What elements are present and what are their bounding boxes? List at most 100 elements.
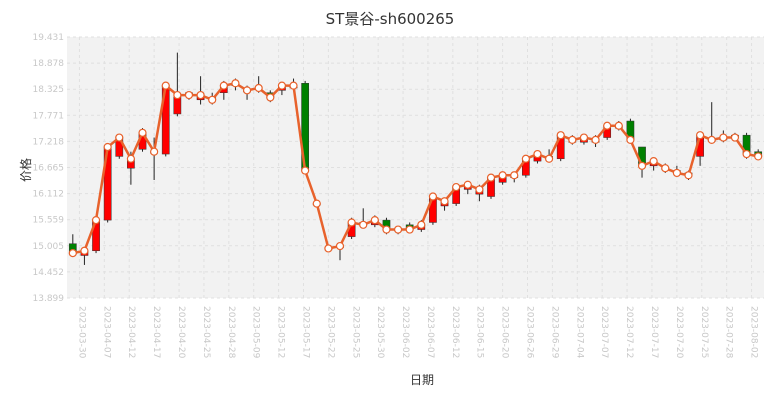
close-point	[312, 199, 321, 208]
x-tick-label: 2023-05-12	[276, 306, 286, 358]
x-tick-label: 2023-07-04	[574, 306, 584, 359]
close-point	[486, 173, 496, 182]
x-tick-label: 2023-07-07	[599, 306, 609, 358]
x-tick-label: 2023-07-12	[624, 306, 634, 358]
close-point	[405, 225, 414, 234]
x-tick-label: 2023-04-12	[126, 306, 136, 358]
close-point	[649, 157, 658, 166]
close-point	[637, 161, 647, 170]
y-axis: 19.431 18.878 18.325 17.771 17.218 16.665 16.1…	[33, 33, 65, 304]
x-tick-label: 2023-07-20	[674, 306, 684, 359]
close-point	[463, 180, 472, 189]
close-point	[370, 216, 379, 225]
close-point	[498, 171, 507, 180]
x-tick-label: 2023-04-07	[101, 306, 111, 358]
x-tick-label: 2023-04-17	[151, 306, 161, 358]
close-point	[521, 154, 530, 163]
close-point	[730, 133, 740, 142]
close-point	[544, 154, 554, 163]
close-point	[173, 90, 182, 100]
close-point	[91, 216, 101, 225]
close-point	[393, 225, 403, 234]
y-tick-label: 18.325	[33, 85, 65, 95]
close-point	[208, 95, 217, 104]
close-point	[150, 147, 159, 156]
close-point	[161, 81, 170, 90]
y-tick-label: 18.878	[33, 59, 65, 69]
x-tick-label: 2023-06-29	[549, 306, 559, 359]
x-axis-label: 日期	[410, 373, 434, 387]
close-point	[266, 93, 275, 102]
close-point	[68, 249, 77, 258]
x-tick-label: 2023-04-25	[201, 306, 211, 358]
y-tick-label: 16.665	[33, 164, 65, 174]
chart-title: ST景谷-sh600265	[326, 10, 455, 28]
y-tick-label: 16.112	[33, 190, 65, 200]
close-point	[335, 241, 345, 251]
x-tick-label: 2023-06-26	[525, 306, 535, 359]
close-point	[696, 131, 705, 140]
close-point	[754, 152, 763, 161]
x-tick-label: 2023-05-17	[300, 306, 310, 358]
close-point	[556, 131, 565, 140]
close-point	[126, 154, 135, 163]
close-point	[707, 135, 716, 144]
close-point	[231, 79, 240, 88]
close-point	[417, 220, 426, 229]
y-tick-label: 15.559	[33, 216, 65, 226]
y-tick-label: 19.431	[33, 33, 65, 43]
x-tick-label: 2023-04-20	[176, 306, 186, 359]
y-tick-label: 14.452	[33, 268, 65, 278]
close-point	[672, 168, 681, 178]
close-point	[382, 225, 391, 234]
x-tick-label: 2023-06-02	[400, 306, 410, 358]
close-point	[242, 86, 252, 95]
close-point	[440, 197, 449, 206]
x-tick-label: 2023-04-28	[226, 306, 236, 359]
close-point	[80, 246, 89, 255]
close-point	[591, 135, 600, 144]
grid-lines	[67, 36, 764, 299]
y-axis-label: 价格	[18, 158, 33, 182]
x-tick-label: 2023-05-22	[325, 306, 335, 358]
x-tick-label: 2023-08-02	[749, 306, 759, 358]
x-tick-label: 2023-07-17	[649, 306, 659, 358]
x-tick-label: 2023-06-12	[450, 306, 460, 358]
close-point	[533, 149, 542, 159]
close-point	[719, 133, 728, 142]
y-tick-label: 15.005	[33, 242, 65, 252]
x-tick-label: 2023-06-07	[425, 306, 435, 358]
x-axis: 2023-03-30 2023-04-07 2023-04-12 2023-04-17…	[76, 306, 758, 359]
close-point	[103, 142, 112, 152]
close-point	[277, 81, 287, 90]
close-point	[661, 164, 670, 173]
close-point	[428, 192, 438, 201]
close-point	[359, 220, 368, 229]
x-tick-label: 2023-07-28	[724, 306, 734, 359]
close-point	[452, 182, 461, 192]
close-price-line	[68, 79, 763, 258]
close-point	[301, 166, 310, 175]
y-tick-label: 13.899	[33, 294, 65, 304]
close-point	[568, 135, 577, 144]
x-tick-label: 2023-05-25	[350, 306, 360, 358]
close-point	[684, 171, 693, 180]
close-point	[742, 149, 751, 159]
close-point	[196, 90, 205, 100]
close-point	[254, 83, 263, 93]
close-point	[603, 121, 612, 130]
close-point	[115, 133, 124, 142]
close-point	[289, 81, 298, 90]
y-tick-label: 17.771	[33, 111, 65, 121]
x-tick-label: 2023-07-25	[699, 306, 709, 358]
close-point	[138, 128, 147, 137]
close-point	[614, 121, 623, 130]
x-tick-label: 2023-06-15	[475, 306, 485, 358]
close-point	[579, 133, 589, 142]
x-tick-label: 2023-03-30	[76, 306, 86, 359]
close-point	[219, 81, 228, 90]
close-point	[475, 185, 484, 194]
close-point	[626, 135, 635, 144]
close-point	[324, 244, 333, 253]
